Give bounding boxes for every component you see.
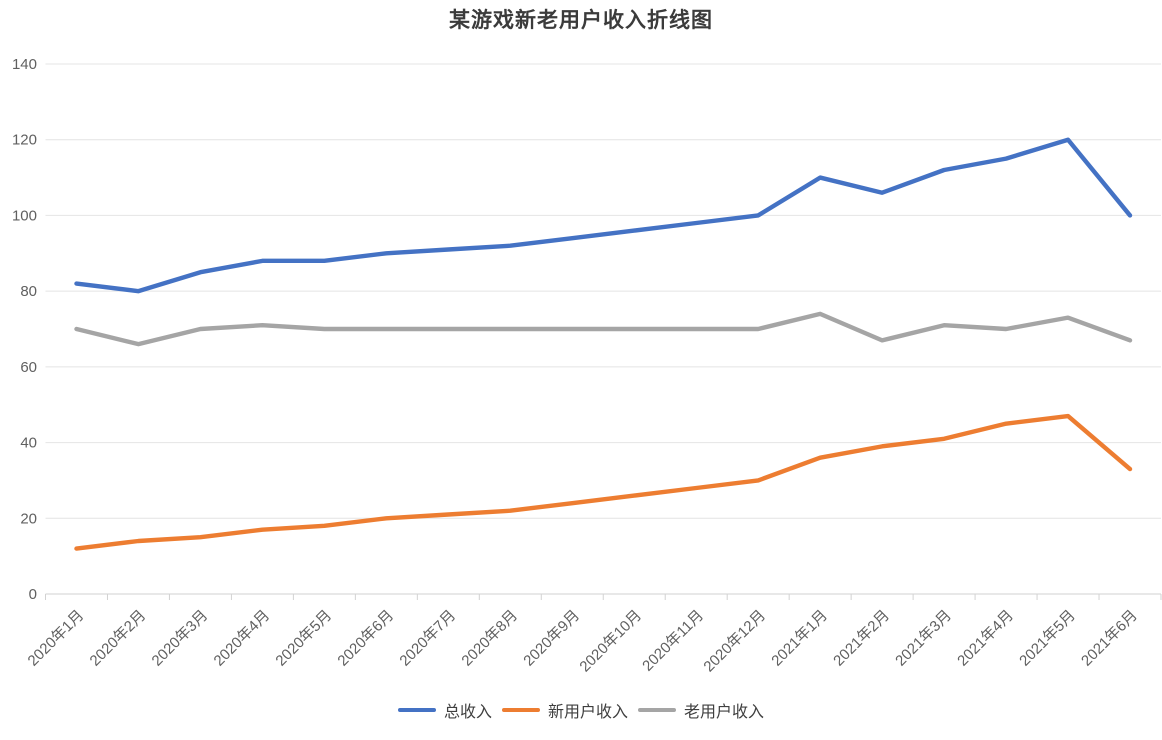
- y-axis-label: 60: [20, 359, 37, 376]
- x-axis-label: 2020年3月: [149, 607, 212, 670]
- x-axis-label: 2020年6月: [334, 607, 397, 670]
- x-axis-label: 2021年1月: [768, 607, 831, 670]
- y-axis-labels: 0 20 40 60 80 100 120 140: [12, 56, 37, 603]
- legend-label-old-user-revenue: 老用户收入: [684, 704, 765, 721]
- x-axis-label: 2020年9月: [520, 607, 583, 670]
- x-axis-label: 2020年1月: [25, 607, 88, 670]
- x-axis: [45, 593, 1162, 600]
- x-axis-label: 2020年4月: [210, 607, 273, 670]
- x-axis-label: 2020年5月: [272, 607, 335, 670]
- series-line-old-user-revenue: [74, 311, 1133, 347]
- y-axis-label: 120: [12, 132, 37, 149]
- legend-swatch-old-user-revenue: [638, 707, 676, 713]
- x-axis-label: 2020年8月: [458, 607, 521, 670]
- series-line-new-user-revenue: [74, 413, 1133, 551]
- x-axis-label: 2021年3月: [892, 607, 955, 670]
- x-axis-label: 2020年10月: [576, 607, 645, 676]
- x-axis-label: 2021年4月: [954, 607, 1017, 670]
- y-axis-label: 100: [12, 207, 37, 224]
- x-axis-label: 2020年7月: [396, 607, 459, 670]
- legend-label-new-user-revenue: 新用户收入: [547, 704, 628, 721]
- legend-swatch-total-revenue: [397, 707, 436, 713]
- chart-title: 某游戏新老用户收入折线图: [449, 9, 713, 32]
- x-axis-label: 2021年2月: [830, 607, 893, 670]
- legend-item-total-revenue: 总收入: [397, 698, 492, 722]
- x-axis-labels: 2020年1月 2020年2月 2020年3月 2020年4月 2020年5月 2020年…: [25, 607, 1141, 676]
- legend-swatch-new-user-revenue: [501, 707, 540, 713]
- series-line-total-revenue: [74, 137, 1133, 294]
- x-axis-label: 2020年2月: [87, 607, 150, 670]
- chart-legend: 总收入 新用户收入 老用户收入: [0, 698, 1162, 722]
- legend-item-new-user-revenue: 新用户收入: [501, 698, 628, 722]
- x-axis-label: 2021年6月: [1078, 607, 1141, 670]
- legend-item-old-user-revenue: 老用户收入: [638, 698, 764, 722]
- y-axis-label: 40: [20, 435, 37, 452]
- y-axis-label: 20: [20, 510, 37, 527]
- x-axis-label: 2021年5月: [1016, 607, 1079, 670]
- gridlines: [45, 63, 1161, 519]
- x-axis-label: 2020年12月: [700, 607, 769, 676]
- y-axis-label: 80: [20, 283, 37, 300]
- x-axis-label: 2020年11月: [639, 607, 707, 675]
- y-axis-label: 0: [29, 586, 37, 603]
- legend-label-total-revenue: 总收入: [443, 704, 492, 721]
- y-axis-label: 140: [12, 56, 37, 73]
